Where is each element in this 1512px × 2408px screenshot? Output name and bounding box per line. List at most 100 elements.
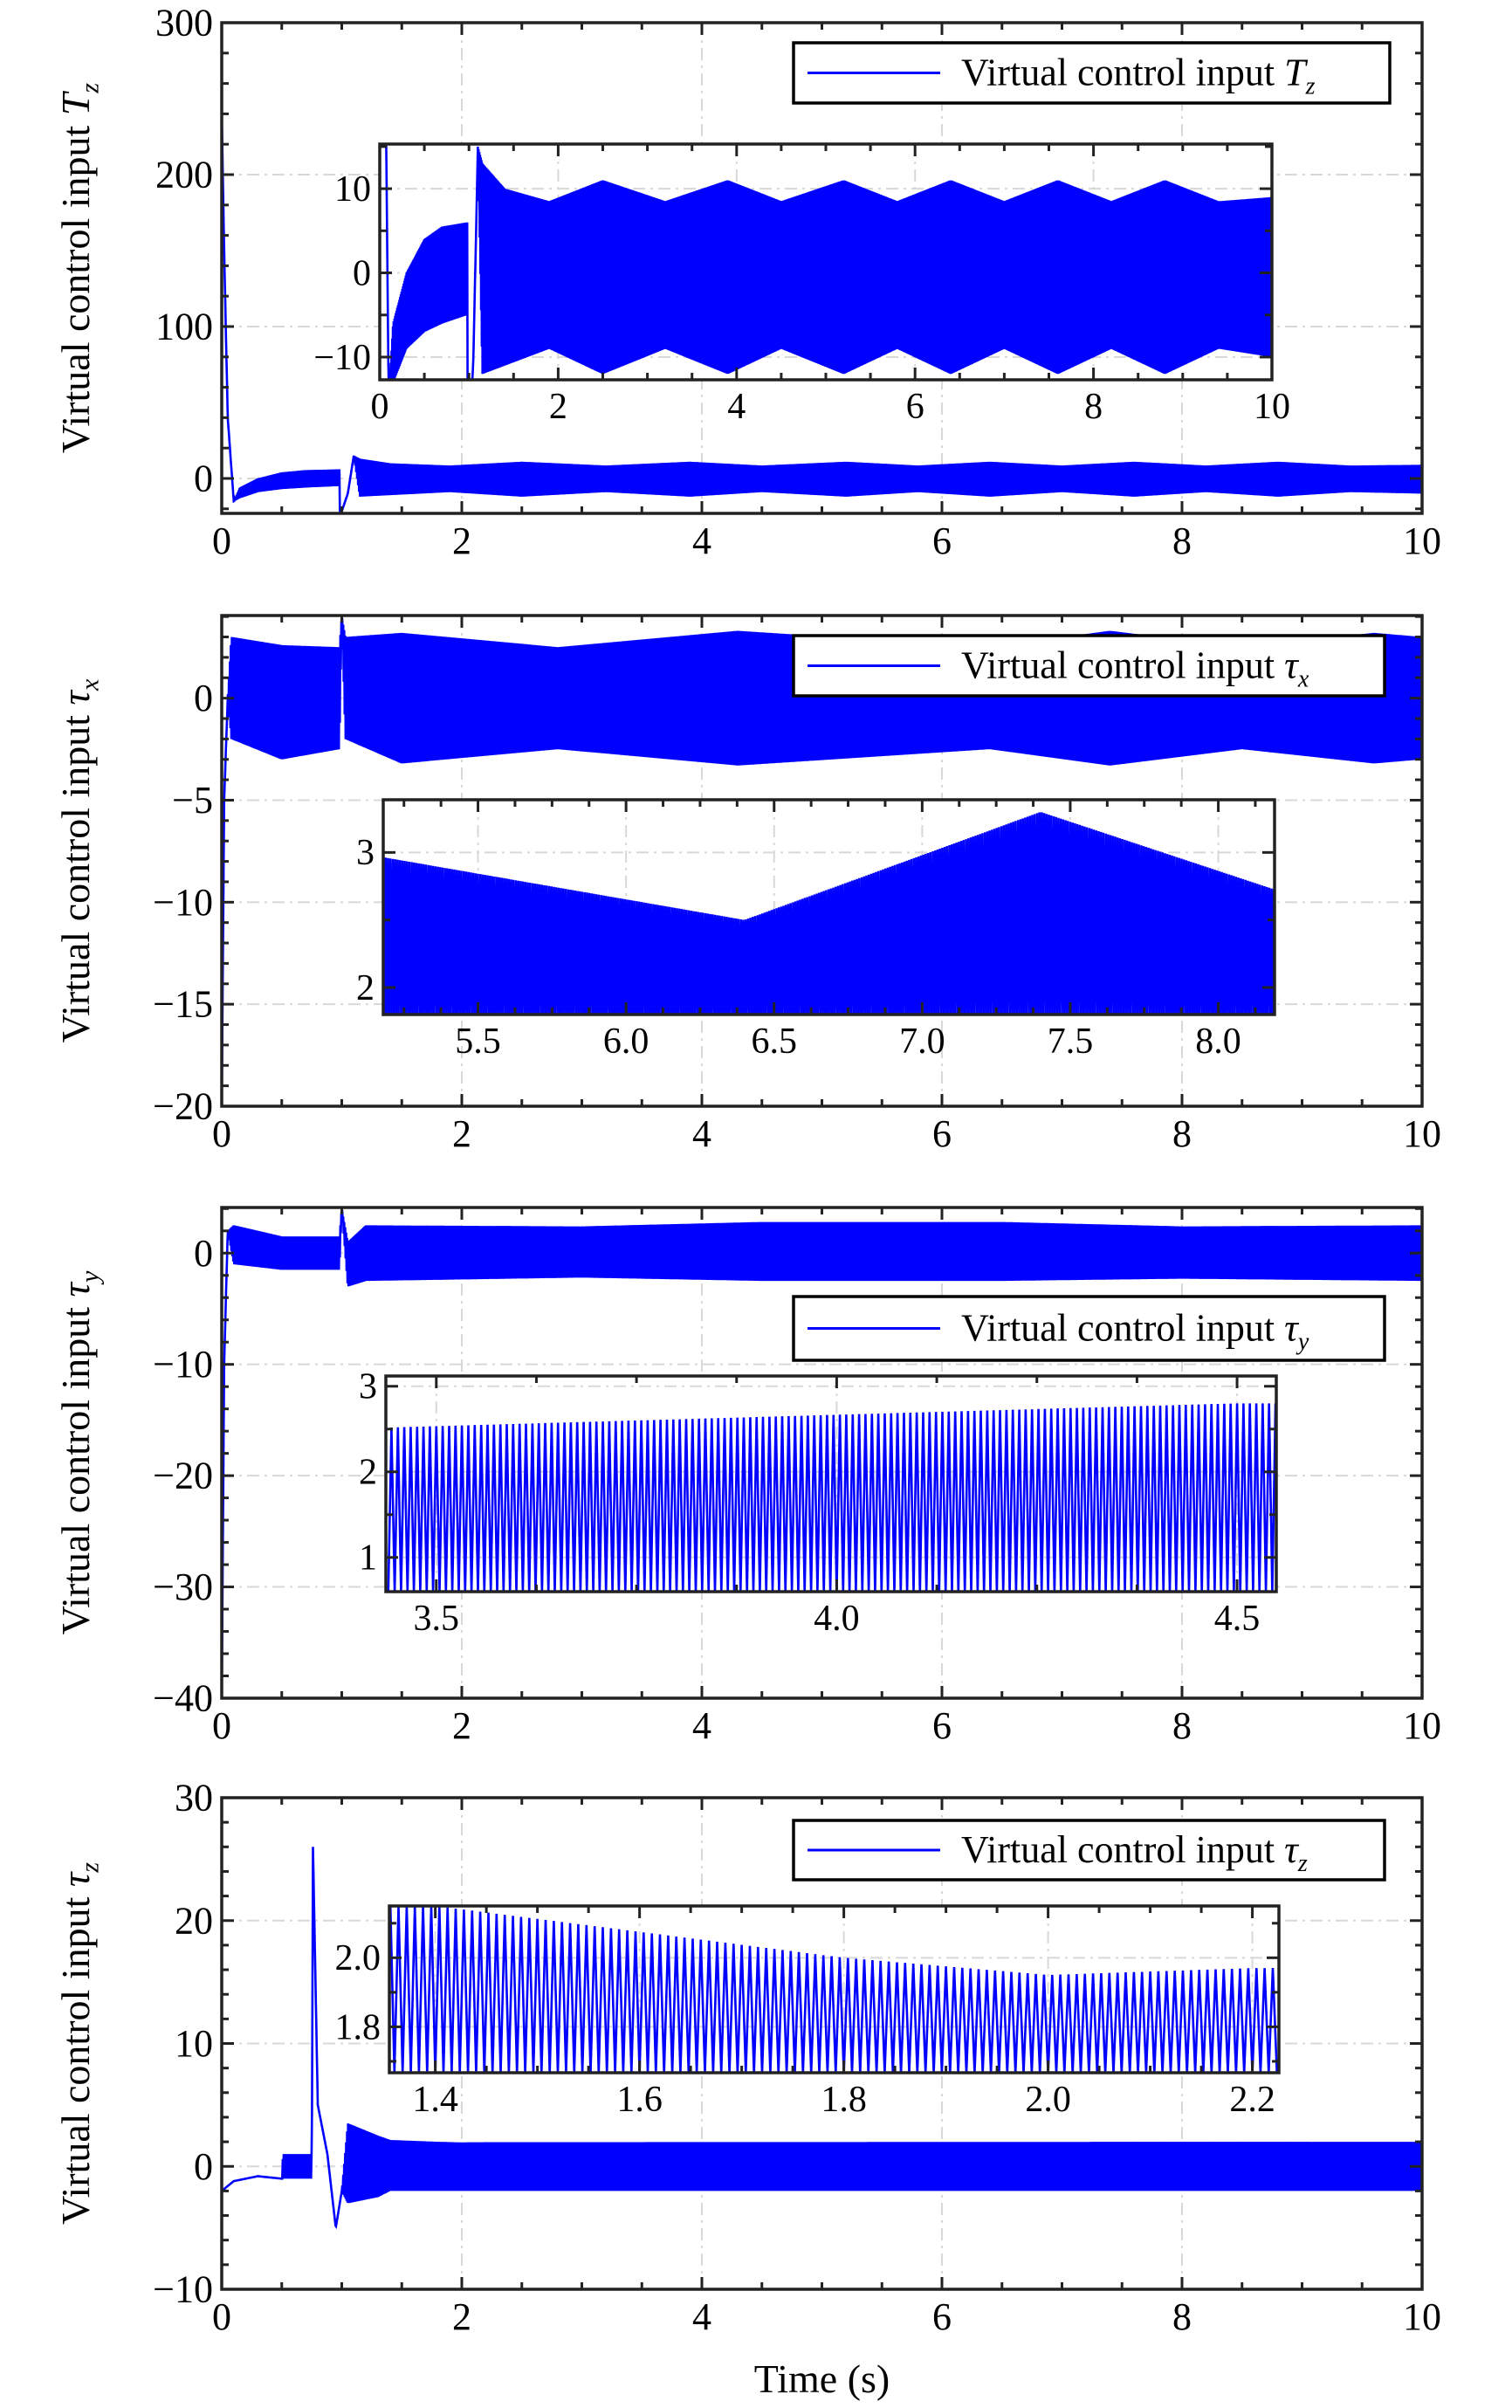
- panel-3-y-axis-label-symbol: τ: [53, 1281, 98, 1297]
- panel-4-x-tick-label: 4: [692, 2295, 711, 2338]
- panel-4-x-tick-label: 2: [452, 2295, 471, 2338]
- panel-4-y-tick-label: −10: [153, 2268, 213, 2311]
- panel-1-y-tick-label: 200: [155, 154, 213, 196]
- panel-3-x-tick-label: 6: [932, 1704, 952, 1747]
- legend-label-text: Virtual control input: [961, 644, 1284, 687]
- panel-3-inset-x-tick-label: 4.5: [1214, 1599, 1261, 1639]
- panel-3-inset-y-tick-label: 3: [359, 1367, 377, 1407]
- panel-3-y-axis-label-subscript: y: [76, 1270, 105, 1285]
- panel-2-inset-series-line: [383, 812, 1275, 1015]
- panel-1-x-tick-label: 6: [932, 519, 952, 562]
- panel-1-series-line: [222, 114, 1422, 513]
- panel-2: 0 2 4 6 8 10 −20 −15 −10 −5 0 Virtual control input…: [53, 614, 1441, 1155]
- panel-3-inset-x-tick-label: 3.5: [414, 1599, 460, 1639]
- panel-2-y-axis-label-text: Virtual control input: [53, 705, 98, 1042]
- panel-1-inset-x-tick-label: 4: [727, 387, 746, 427]
- panel-4-inset-x-tick-label: 1.8: [821, 2080, 867, 2120]
- legend-label-subscript: z: [1305, 72, 1316, 100]
- panel-4-y-axis-label: Virtual control input τz: [53, 1862, 105, 2225]
- panel-2-frame: [220, 614, 1424, 1108]
- panel-3-x-tick-label: 10: [1403, 1704, 1441, 1747]
- legend-label-symbol: τ: [1284, 1307, 1300, 1350]
- panel-4-y-tick-label: 0: [194, 2145, 213, 2188]
- panel-4-series-line: [222, 1847, 1422, 2230]
- legend-label-text: Virtual control input: [961, 1307, 1284, 1350]
- panel-1-inset-x-tick-label: 0: [371, 387, 389, 427]
- panel-1-y-tick-label: 0: [194, 458, 213, 500]
- panel-1-x-tick-label: 4: [692, 519, 711, 562]
- legend-label-subscript: x: [1297, 665, 1309, 692]
- legend-label-symbol: τ: [1284, 1828, 1300, 1871]
- panel-3-inset-y-tick-label: 1: [359, 1538, 377, 1579]
- panel-3-x-tick-label: 2: [452, 1704, 471, 1747]
- panel-2-inset-frame: [381, 798, 1276, 1016]
- panel-2-x-tick-label: 6: [932, 1112, 952, 1155]
- panel-2-inset-x-tick-label: 6.5: [751, 1022, 797, 1062]
- panel-1-y-tick-label: 300: [155, 2, 213, 45]
- panel-1-inset-series-line: [380, 144, 1272, 380]
- panel-4-frame: [220, 1796, 1424, 2291]
- panel-4-y-tick-label: 10: [175, 2022, 213, 2065]
- panel-1-inset-x-tick-label: 8: [1084, 387, 1103, 427]
- panel-4-y-axis-label-symbol: τ: [53, 1871, 98, 1887]
- x-axis-label: Time (s): [754, 2356, 890, 2401]
- panel-2-y-tick-label: −20: [153, 1085, 213, 1128]
- panel-4-y-tick-label: 20: [175, 1899, 213, 1942]
- panel-2-x-tick-label: 4: [692, 1112, 711, 1155]
- legend-label: Virtual control input τz: [961, 1828, 1308, 1877]
- panel-3-series-line: [222, 1208, 1422, 1698]
- panel-3-y-tick-label: −20: [153, 1455, 213, 1497]
- legend-label-subscript: z: [1297, 1850, 1308, 1877]
- legend-label: Virtual control input τy: [961, 1307, 1309, 1356]
- panel-2-inset-x-tick-label: 6.0: [603, 1022, 649, 1062]
- panel-1-x-tick-label: 10: [1403, 519, 1441, 562]
- panel-2-x-tick-label: 10: [1403, 1112, 1441, 1155]
- panel-3-y-tick-label: −30: [153, 1565, 213, 1608]
- panel-1-y-axis-label-symbol: T: [53, 90, 98, 115]
- panel-3-inset-x-tick-label: 4.0: [814, 1599, 860, 1639]
- panel-4-y-tick-label: 30: [175, 1777, 213, 1820]
- panel-1-x-tick-label: 8: [1172, 519, 1192, 562]
- panel-4-y-axis-label-subscript: z: [76, 1862, 105, 1874]
- panel-3-frame: [220, 1206, 1424, 1700]
- panel-2-y-tick-label: −10: [153, 881, 213, 924]
- panel-3-y-axis-label: Virtual control input τy: [53, 1270, 105, 1634]
- panel-2-y-axis-label: Virtual control input τx: [53, 678, 105, 1042]
- panel-4-legend: Virtual control input τz: [792, 1819, 1386, 1882]
- panel-2-x-tick-label: 2: [452, 1112, 471, 1155]
- panel-1-inset-y-tick-label: 10: [334, 169, 371, 210]
- panel-4-inset-x-tick-label: 2.2: [1229, 2080, 1275, 2120]
- panel-1-legend: Virtual control input Tz: [792, 41, 1392, 105]
- panel-3-inset: 3.5 4.0 4.5 1 2 3: [359, 1367, 1278, 1639]
- panel-4-inset-frame: [388, 1904, 1281, 2074]
- panel-1-inset-y-tick-label: −10: [313, 338, 371, 378]
- panel-2-y-axis-label-subscript: x: [76, 678, 105, 691]
- panel-4-x-tick-label: 8: [1172, 2295, 1192, 2338]
- panel-2-inset-y-tick-label: 3: [356, 833, 375, 873]
- panel-2-x-tick-label: 0: [212, 1112, 231, 1155]
- panel-1-inset-x-tick-label: 10: [1254, 387, 1290, 427]
- panel-2-inset-y-tick-label: 2: [356, 968, 375, 1008]
- panel-3-y-tick-label: −40: [153, 1677, 213, 1720]
- panel-3-y-axis-label-text: Virtual control input: [53, 1297, 98, 1634]
- panel-2-x-tick-label: 8: [1172, 1112, 1192, 1155]
- panel-4-inset-y-tick-label: 1.8: [335, 2007, 381, 2047]
- panel-4-inset-x-tick-label: 1.4: [412, 2080, 458, 2120]
- panel-2-y-tick-label: −15: [153, 983, 213, 1026]
- legend-label-subscript: y: [1296, 1328, 1309, 1355]
- panel-2-inset-x-tick-label: 5.5: [455, 1022, 501, 1062]
- panel-2-legend: Virtual control input τx: [792, 634, 1386, 698]
- legend-label: Virtual control input Tz: [961, 52, 1316, 100]
- panel-3-x-tick-label: 4: [692, 1704, 711, 1747]
- panel-3-x-tick-label: 0: [212, 1704, 231, 1747]
- panel-3-legend: Virtual control input τy: [792, 1295, 1386, 1362]
- panel-4-inset: 1.4 1.6 1.8 2.0 2.2 1.8 2.0: [335, 1904, 1281, 2120]
- legend-label: Virtual control input τx: [961, 644, 1309, 693]
- panel-1-inset-frame: [378, 142, 1274, 382]
- panel-3-inset-series-line: [387, 1403, 1276, 1592]
- panel-3-inset-frame: [384, 1374, 1278, 1593]
- panel-3-inset-y-tick-label: 2: [359, 1453, 377, 1493]
